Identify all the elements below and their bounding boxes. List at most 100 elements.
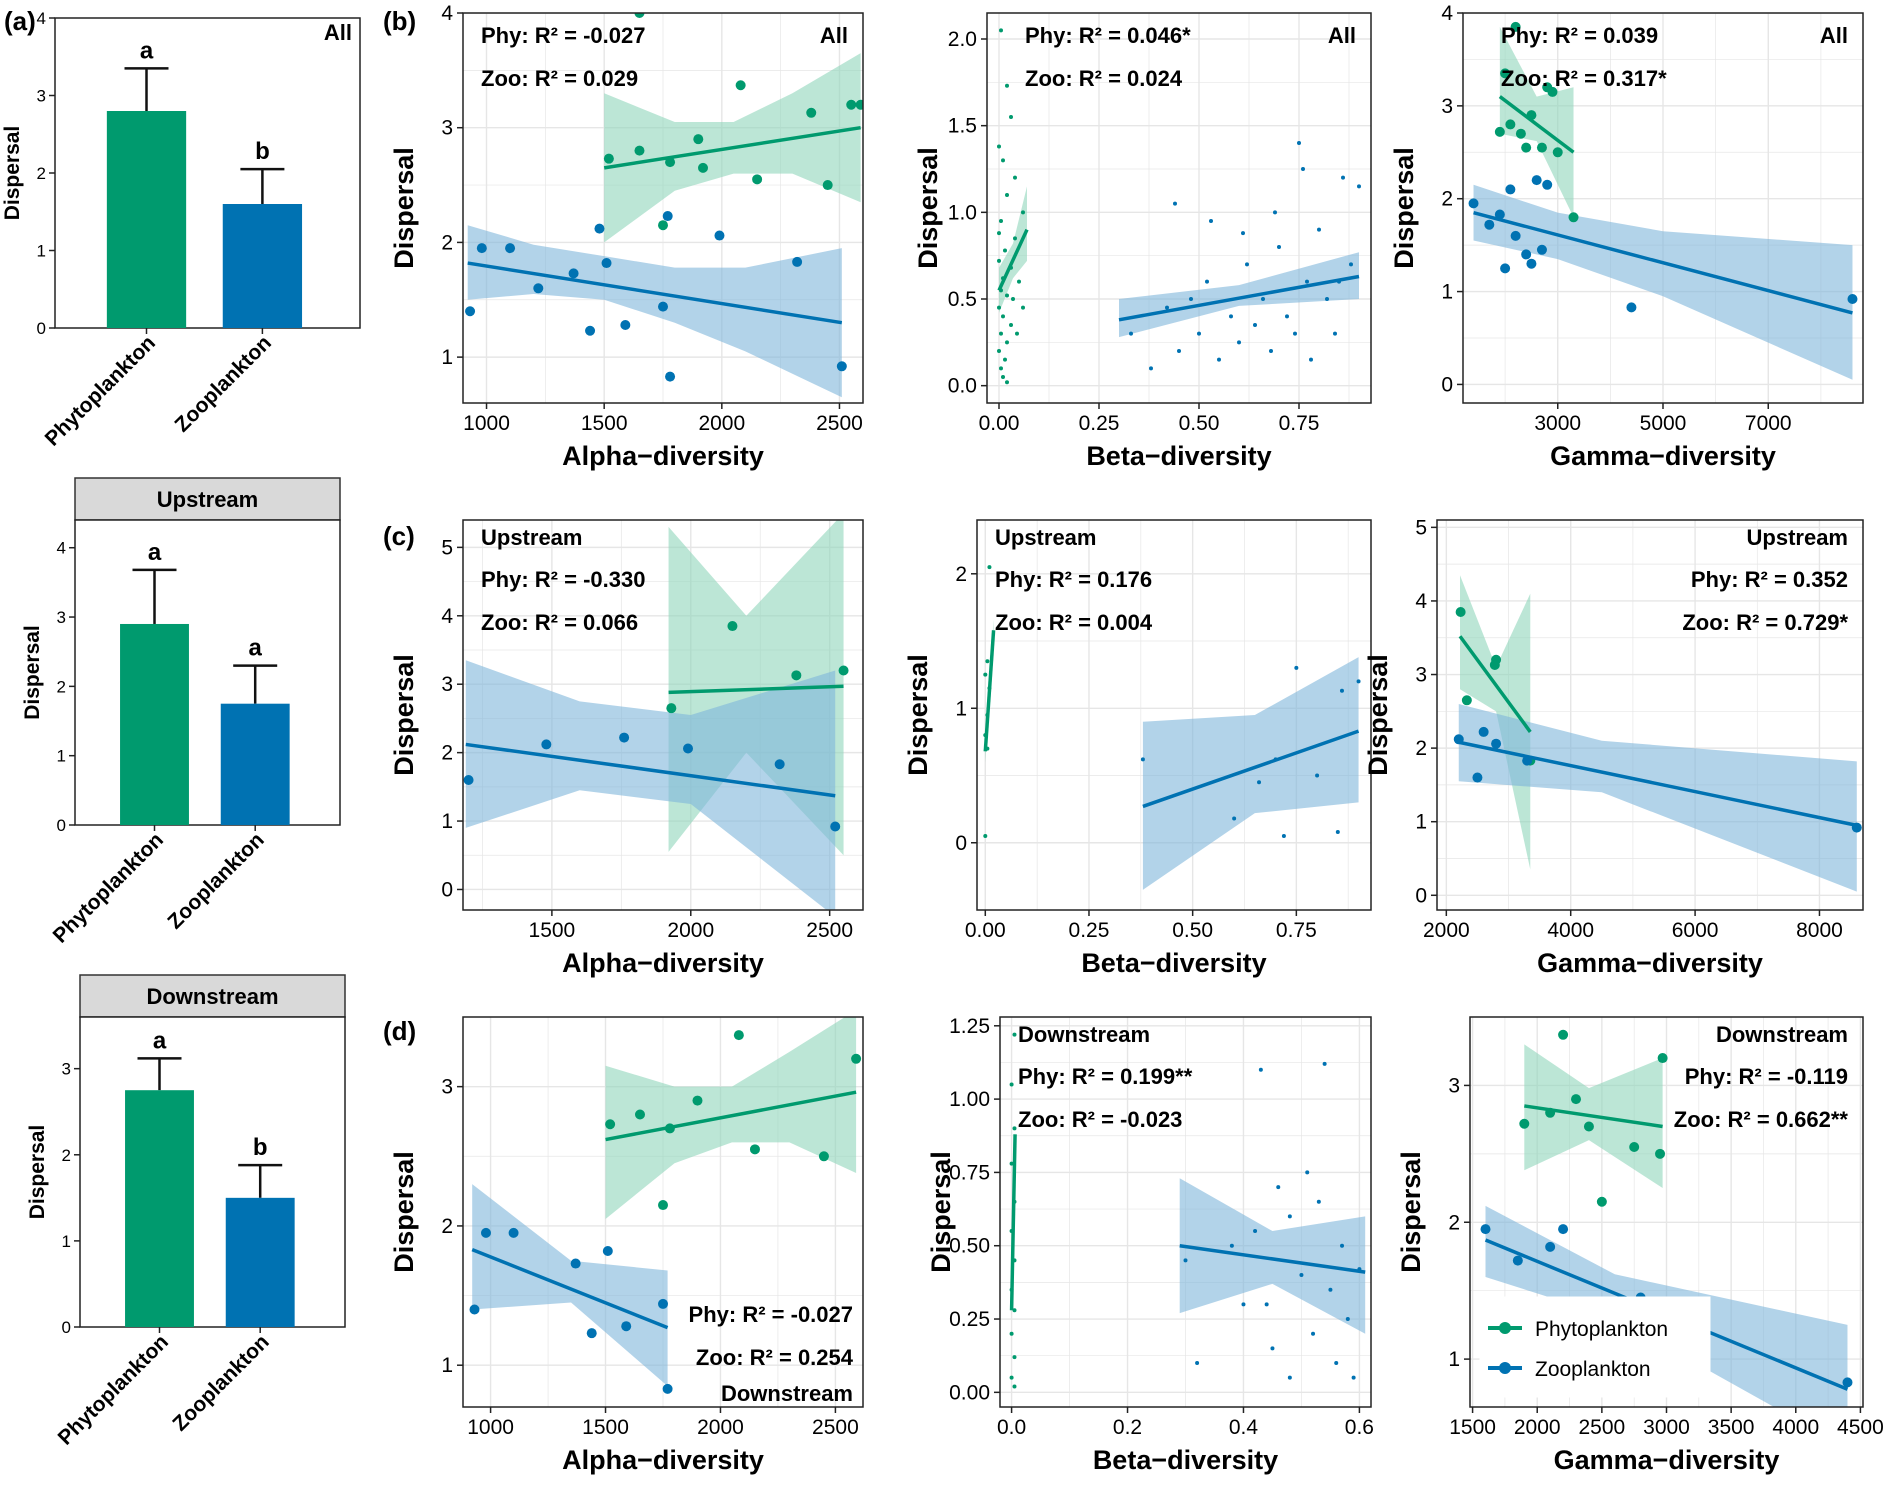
data-point-phytoplankton: [999, 331, 1003, 336]
data-point-phytoplankton: [1012, 1355, 1017, 1360]
strip-bar-upstream: [74, 477, 341, 521]
bar-panel-bar-all: 0 1 2 3 4 Dispersal All a Phytoplankton b Zooplank…: [1, 9, 361, 451]
y-tick-label: 1.00: [949, 1088, 990, 1111]
data-point-phytoplankton: [1003, 248, 1007, 253]
y-tick-label: 0: [1415, 884, 1427, 907]
data-point-zooplankton: [1149, 366, 1153, 371]
stat-phytoplankton: Phy: R² = 0.352: [1691, 567, 1848, 592]
bar-phytoplankton: [120, 623, 189, 825]
data-point-zooplankton: [1305, 279, 1309, 284]
data-point-phytoplankton: [855, 99, 863, 110]
x-tick-label: 8000: [1796, 919, 1843, 942]
scatter-panel-c-beta: 0.00 0.25 0.50 0.75 0 1 2 Beta−diversity Dispers…: [903, 519, 1372, 978]
stat-zooplankton: Zoo: R² = 0.024: [1025, 66, 1183, 91]
data-layer: [983, 565, 1361, 890]
data-point-phytoplankton: [634, 13, 645, 18]
data-point-zooplankton: [1205, 279, 1209, 284]
y-tick-label: 2: [1415, 737, 1427, 760]
y-tick-label: 5: [1415, 516, 1427, 539]
fit-line-zooplankton: [1118, 274, 1360, 322]
data-point-zooplankton: [1357, 184, 1361, 189]
data-point-zooplankton: [1287, 1375, 1292, 1380]
data-point-zooplankton: [1847, 294, 1858, 304]
fit-line-phytoplankton: [605, 1090, 857, 1142]
data-point-phytoplankton: [985, 659, 990, 664]
region-label: All: [820, 23, 848, 48]
data-point-phytoplankton: [999, 366, 1003, 371]
y-tick-label: 0.0: [948, 375, 977, 398]
scatter-panel-d-beta: 0.0 0.2 0.4 0.6 0.00 0.25 0.50 0.75 1.00 1.25 Beta…: [926, 1015, 1374, 1475]
y-tick-label: 1.5: [948, 115, 977, 138]
confidence-band-zooplankton: [1473, 184, 1853, 380]
fit-line-phytoplankton: [668, 684, 844, 695]
data-point-phytoplankton: [698, 162, 708, 173]
x-tick-label: 3000: [1534, 412, 1581, 435]
data-point-phytoplankton: [997, 349, 1001, 353]
data-point-phytoplankton: [1583, 1121, 1594, 1132]
data-point-phytoplankton: [1005, 293, 1009, 298]
data-point-phytoplankton: [1489, 659, 1500, 670]
stat-phytoplankton: Phy: R² = -0.027: [689, 1302, 853, 1327]
data-point-zooplankton: [1281, 834, 1286, 839]
data-point-phytoplankton: [1009, 323, 1013, 327]
y-tick-label: 1.0: [948, 201, 977, 224]
data-point-phytoplankton: [997, 305, 1001, 310]
x-tick-label: 4000: [1772, 1416, 1819, 1439]
x-tick-label: 2000: [698, 412, 745, 435]
y-axis-label: Dispersal: [26, 1125, 49, 1220]
data-point-zooplankton: [1299, 1273, 1304, 1278]
plot-background: [987, 13, 1371, 403]
y-tick-label: 4: [441, 605, 453, 628]
y-tick-label: 2: [441, 231, 453, 254]
data-point-zooplankton: [1531, 175, 1542, 186]
region-label: Upstream: [481, 525, 582, 550]
data-point-zooplankton: [1293, 331, 1297, 336]
bar-phytoplankton: [125, 1090, 194, 1327]
data-point-zooplankton: [1558, 1224, 1569, 1235]
stat-zooplankton: Zoo: R² = 0.254: [696, 1345, 854, 1370]
region-label: Downstream: [1716, 1022, 1848, 1047]
data-layer: [1453, 575, 1862, 892]
confidence-band-phytoplankton: [1499, 26, 1574, 218]
x-tick-label: 3500: [1708, 1416, 1755, 1439]
data-layer: [1468, 21, 1858, 380]
y-tick-label: 0.00: [949, 1381, 990, 1404]
data-point-phytoplankton: [1009, 1082, 1014, 1087]
data-point-zooplankton: [1245, 262, 1249, 267]
data-point-phytoplankton: [658, 1200, 668, 1211]
plot-frame: [999, 1016, 1372, 1408]
data-point-zooplankton: [1261, 297, 1265, 301]
data-point-phytoplankton: [999, 28, 1003, 33]
data-point-zooplankton: [658, 1298, 668, 1309]
scatter-panel-b-gamma: 3000 5000 7000 0 1 2 3 4 Gamma−diversity Dispersa…: [1389, 2, 1864, 471]
fit-line-zooplankton: [467, 261, 843, 325]
scatter-panel-b-alpha: 1000 1500 2000 2500 1 2 3 4 Alpha−diversity Dispe…: [389, 2, 864, 471]
y-tick-label: 1: [1415, 811, 1427, 834]
data-point-phytoplankton: [818, 1151, 829, 1162]
y-tick-label: 0: [955, 832, 967, 855]
confidence-band-phytoplankton: [605, 1017, 857, 1219]
x-category-label: Zooplankton: [163, 828, 268, 933]
data-point-phytoplankton: [692, 1095, 703, 1106]
data-point-phytoplankton: [1021, 305, 1025, 310]
region-label: All: [1328, 23, 1356, 48]
data-point-zooplankton: [1301, 167, 1305, 171]
data-point-phytoplankton: [727, 621, 738, 632]
data-point-zooplankton: [469, 1304, 480, 1315]
data-point-zooplankton: [1297, 141, 1301, 145]
region-label: All: [324, 20, 352, 45]
data-point-zooplankton: [1165, 305, 1169, 310]
data-point-zooplankton: [1209, 219, 1213, 223]
y-tick-label: 0: [62, 1318, 71, 1337]
significance-letter: a: [140, 37, 154, 64]
plot-frame: [54, 17, 361, 329]
data-point-zooplankton: [1241, 1302, 1246, 1307]
y-tick-label: 2: [1448, 1211, 1460, 1234]
y-tick-label: 0: [57, 816, 66, 835]
x-category-label: Phytoplankton: [49, 828, 168, 947]
x-tick-label: 2500: [1579, 1416, 1626, 1439]
fit-line-zooplankton: [1142, 729, 1360, 809]
region-label: Upstream: [995, 525, 1096, 550]
data-point-zooplankton: [1241, 231, 1245, 236]
y-axis-label: Dispersal: [389, 147, 419, 269]
